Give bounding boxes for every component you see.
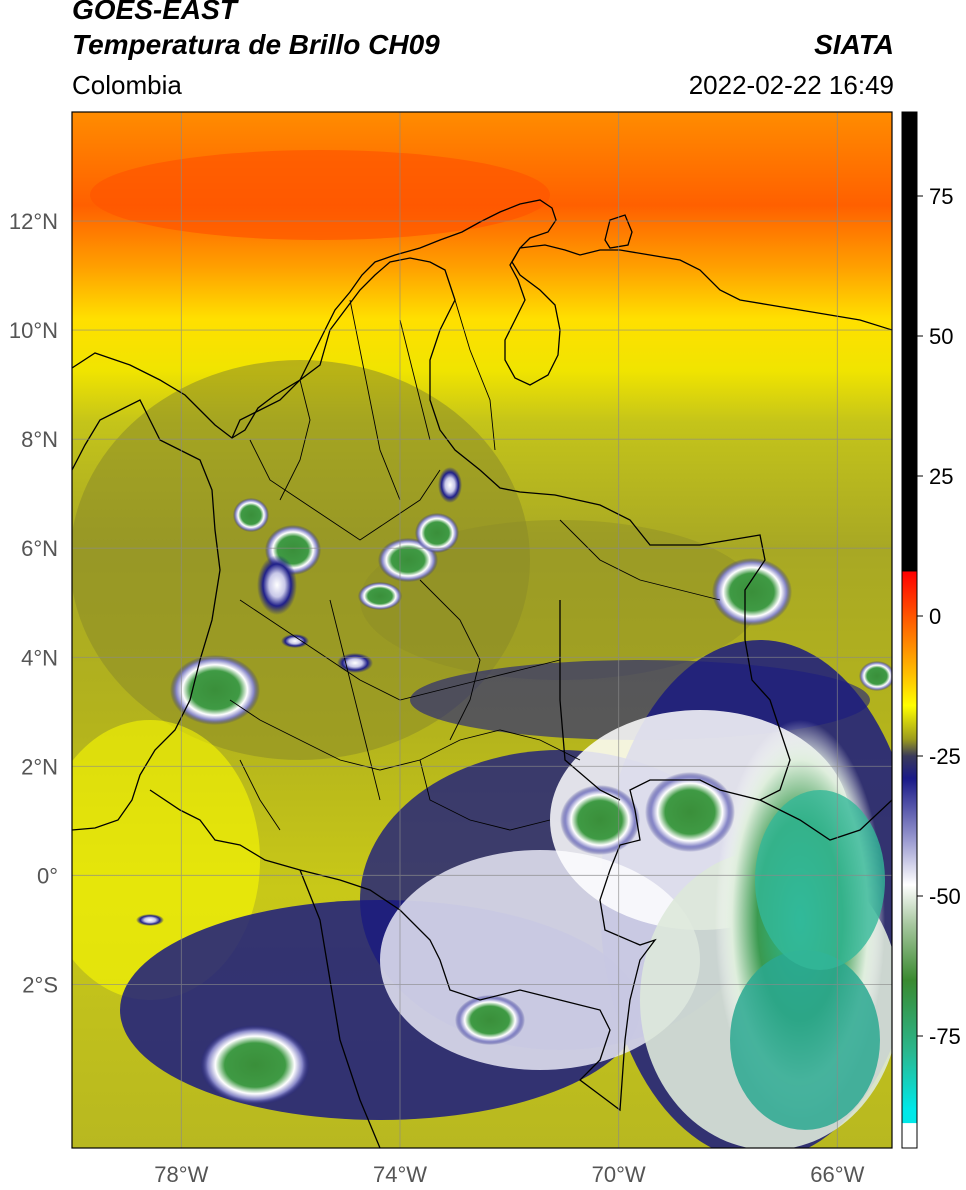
lat-tick-label: 6°N bbox=[21, 536, 58, 561]
colorbar-tick-label: 50 bbox=[929, 324, 953, 349]
boundaries-overlay bbox=[72, 199, 892, 1148]
lon-tick-label: 78°W bbox=[154, 1162, 208, 1187]
colorbar-tick-label: -75 bbox=[929, 1024, 961, 1049]
graticule bbox=[72, 112, 892, 1148]
brightness-temperature-field bbox=[72, 112, 892, 1148]
colorbar-tick-label: -25 bbox=[929, 744, 961, 769]
lon-tick-label: 70°W bbox=[592, 1162, 646, 1187]
longitude-labels: 78°W 74°W 70°W 66°W bbox=[154, 1162, 864, 1187]
colorbar-tick-label: 25 bbox=[929, 464, 953, 489]
region-label: Colombia bbox=[72, 70, 182, 100]
lon-tick-label: 74°W bbox=[373, 1162, 427, 1187]
paraguana-island-outline bbox=[604, 214, 633, 249]
lat-tick-label: 12°N bbox=[9, 209, 58, 234]
colorbar-ramp bbox=[902, 112, 917, 1148]
product-title: Temperatura de Brillo CH09 bbox=[72, 29, 440, 60]
colorbar-frame bbox=[901, 111, 918, 1149]
lat-tick-label: 10°N bbox=[9, 318, 58, 343]
colorbar-tick-label: -50 bbox=[929, 884, 961, 909]
lat-tick-label: 8°N bbox=[21, 427, 58, 452]
lat-tick-label: 2°N bbox=[21, 754, 58, 779]
lat-tick-label: 4°N bbox=[21, 645, 58, 670]
map-frame bbox=[71, 111, 893, 1149]
colorbar-tick-label: 75 bbox=[929, 184, 953, 209]
venezuela-border bbox=[759, 799, 892, 841]
pacific-coastline bbox=[72, 399, 221, 831]
colombia-border bbox=[149, 257, 791, 1112]
lon-tick-label: 66°W bbox=[810, 1162, 864, 1187]
colorbar: 75 50 25 0 -25 -50 -75 bbox=[901, 111, 961, 1149]
ecuador-peru-border bbox=[299, 869, 381, 1148]
colorbar-tick-label: 0 bbox=[929, 604, 941, 629]
organization-label: SIATA bbox=[814, 29, 894, 60]
brazil-border bbox=[559, 600, 621, 801]
datetime-label: 2022-02-22 16:49 bbox=[688, 70, 894, 100]
latitude-labels: 12°N 10°N 8°N 6°N 4°N 2°N 0° 2°S bbox=[9, 209, 58, 997]
colorbar-ticks: 75 50 25 0 -25 -50 -75 bbox=[917, 184, 961, 1049]
lat-tick-label: 2°S bbox=[22, 972, 58, 997]
lat-tick-label: 0° bbox=[37, 863, 58, 888]
satellite-title: GOES-EAST bbox=[72, 0, 237, 25]
caribbean-coastline bbox=[72, 199, 892, 439]
